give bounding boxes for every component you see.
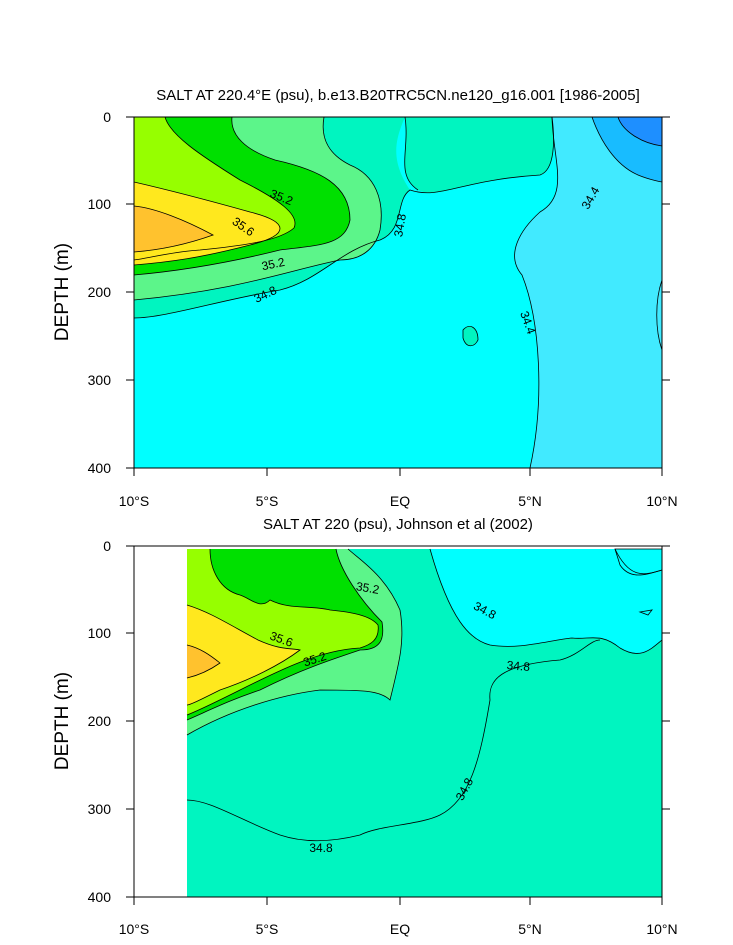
panel-observed: SALT AT 220 (psu), Johnson et al (2002) (52, 516, 678, 937)
fill-35.6 (187, 605, 300, 705)
x-tick-label: 10°N (646, 493, 677, 509)
contour-label: 35.2 (301, 649, 328, 670)
panel-2-y-axis: 0 100 200 300 400 DEPTH (m) (52, 538, 670, 905)
panel-1-contour-lines (134, 117, 662, 468)
contour-label: 35.2 (355, 579, 381, 597)
panel-1-y-axis: 0 100 200 300 400 DEPTH (m) (52, 109, 670, 476)
x-tick-label: 10°S (119, 493, 150, 509)
fill-34.8-blob (462, 326, 479, 347)
x-tick-label: 10°S (119, 921, 150, 937)
x-tick-label: EQ (390, 921, 410, 937)
x-tick-label: EQ (390, 493, 410, 509)
y-tick-label: 0 (103, 538, 111, 554)
fill-34.4 (514, 117, 662, 468)
y-tick-label: 400 (88, 460, 112, 476)
y-tick-label: 300 (88, 801, 112, 817)
panel-1-title: SALT AT 220.4°E (psu), b.e13.B20TRC5CN.n… (156, 87, 640, 104)
y-axis-label: DEPTH (m) (52, 672, 73, 770)
contour-label: 35.2 (260, 255, 286, 274)
contour-label: 34.8 (309, 841, 333, 855)
y-tick-label: 200 (88, 284, 112, 300)
panel-1-x-axis: 10°S 5°S EQ 5°N 10°N (119, 468, 678, 509)
panel-model: SALT AT 220.4°E (psu), b.e13.B20TRC5CN.n… (52, 87, 678, 509)
y-tick-label: 400 (88, 889, 112, 905)
fill-34.0 (618, 117, 662, 146)
contour-label: 34.8 (391, 212, 409, 238)
x-tick-label: 5°N (518, 493, 542, 509)
y-tick-label: 0 (103, 109, 111, 125)
fill-35.8 (187, 645, 220, 678)
panel-1-x-ticks (133, 468, 663, 476)
panel-2-contour-lines (186, 548, 662, 842)
x-tick-label: 5°S (256, 493, 279, 509)
x-tick-label: 5°S (256, 921, 279, 937)
y-tick-label: 100 (88, 196, 112, 212)
x-tick-label: 5°N (518, 921, 542, 937)
y-tick-label: 200 (88, 713, 112, 729)
panel-2-x-axis: 10°S 5°S EQ 5°N 10°N (119, 897, 678, 937)
contour-label: 34.8 (506, 658, 531, 674)
fill-35.8 (134, 206, 213, 252)
y-tick-label: 300 (88, 372, 112, 388)
panel-1-contour-fills (134, 117, 662, 468)
panel-2-title: SALT AT 220 (psu), Johnson et al (2002) (263, 516, 533, 533)
y-axis-label: DEPTH (m) (52, 243, 73, 341)
y-tick-label: 100 (88, 625, 112, 641)
x-tick-label: 10°N (646, 921, 677, 937)
fill-34.6 (430, 549, 662, 654)
panel-2-contour-fills (186, 548, 662, 897)
